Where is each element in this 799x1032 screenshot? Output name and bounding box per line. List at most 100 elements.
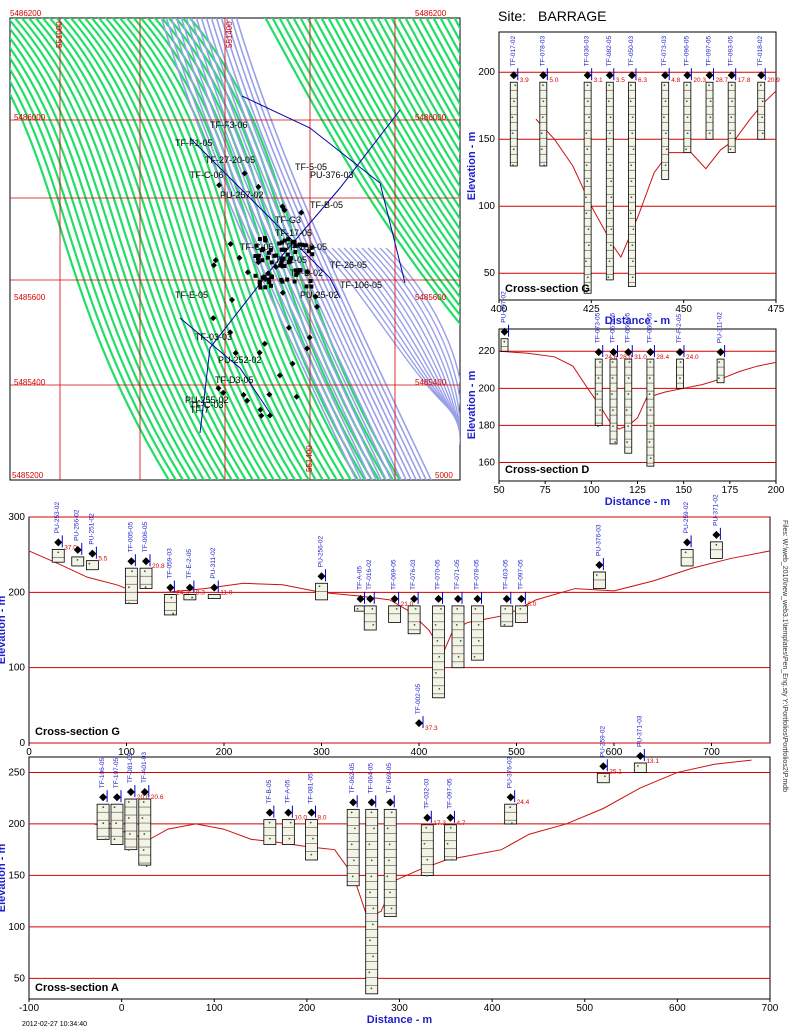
borehole-id-label: TF-018-02 <box>757 35 764 66</box>
borehole-collar <box>539 71 548 80</box>
log-sample <box>609 116 612 119</box>
y-tick-label: 200 <box>8 587 25 598</box>
borehole-value-label: 6.3 <box>638 77 647 84</box>
x-tick-label: 475 <box>768 304 785 315</box>
contour-line-west <box>48 18 262 480</box>
borehole-value-label: 10.0 <box>294 815 307 822</box>
borehole-marker <box>289 360 296 367</box>
log-sample <box>542 100 545 103</box>
x-tick-label: 0 <box>119 1003 125 1014</box>
borehole-collar <box>415 719 423 728</box>
borehole-marker <box>267 280 272 285</box>
bed-contour <box>385 247 460 445</box>
log-sample <box>664 164 667 167</box>
log-sample <box>610 180 613 183</box>
x-tick-label: 450 <box>675 304 692 315</box>
borehole-marker <box>261 247 266 252</box>
y-tick-label: 150 <box>478 134 495 145</box>
log-sample <box>627 377 630 379</box>
contour-line-east <box>313 18 460 262</box>
file-path-note: Files: W:\web_2010\new_web3.1\templates\… <box>781 520 788 792</box>
contour-line-east <box>418 18 460 94</box>
timestamp: 2012-02-27 10:34:40 <box>22 1021 87 1028</box>
contour-line-east <box>425 18 460 82</box>
log-sample <box>473 655 476 658</box>
log-sample <box>761 132 764 135</box>
borehole-value-label: 20.8 <box>152 563 165 570</box>
borehole-log <box>594 358 603 426</box>
y-tick-label: 300 <box>8 512 25 523</box>
contour-line-east <box>439 18 460 56</box>
borehole-collar <box>683 71 692 80</box>
x-tick-label: 100 <box>583 485 600 496</box>
borehole-value-label: 3.1 <box>594 77 603 84</box>
coord-label: 5485600 <box>415 293 447 302</box>
borehole-marker <box>266 412 273 419</box>
bed-contour <box>225 18 423 480</box>
contour-line-west <box>125 18 339 480</box>
borehole-value-label: 28.7 <box>716 77 729 84</box>
x-tick-label: 400 <box>491 304 508 315</box>
borehole-log <box>420 824 434 876</box>
map-point-label: TF-180-05 <box>285 242 327 252</box>
contour-line-east <box>292 18 460 290</box>
log-sample <box>665 148 668 151</box>
borehole-value-label: 8.0 <box>318 815 327 822</box>
log-sample <box>127 849 130 851</box>
log-sample <box>685 100 688 103</box>
log-sample <box>309 821 312 824</box>
contour-line-east <box>376 18 460 166</box>
contour-line-west <box>55 18 269 480</box>
contour-line-east <box>383 18 460 155</box>
log-sample <box>512 164 514 167</box>
borehole-collar <box>210 583 219 592</box>
log-sample <box>540 132 543 135</box>
x-tick-label: 100 <box>206 1003 223 1014</box>
borehole-collar <box>423 813 432 822</box>
map-point-label: TF-1-05 <box>275 255 307 265</box>
borehole-id-label: TF-060-05 <box>646 312 653 343</box>
borehole-value-label: 20.0 <box>137 794 150 801</box>
borehole-id-label: TF-062-05 <box>349 763 356 794</box>
map-point-label: TF-7 <box>190 405 209 415</box>
contour-line-west <box>118 18 332 480</box>
log-sample <box>587 228 590 231</box>
borehole-marker <box>256 253 261 258</box>
x-tick-label: 0 <box>26 747 32 758</box>
contour-line-west <box>132 18 346 480</box>
borehole-id-label: TF-082-05 <box>606 35 613 66</box>
borehole-log <box>346 808 360 887</box>
borehole-collar <box>500 327 509 336</box>
x-tick-label: 200 <box>299 1003 316 1014</box>
borehole-id-label: TF-069-05 <box>386 763 393 794</box>
y-tick-label: 160 <box>478 457 495 468</box>
borehole-collar <box>727 71 736 80</box>
borehole-log <box>628 81 636 288</box>
borehole-log <box>124 567 138 605</box>
log-sample <box>143 570 146 573</box>
borehole-value-label: 24.4 <box>517 799 530 806</box>
log-sample <box>649 425 652 427</box>
contour-line-west <box>20 18 234 480</box>
borehole-collar <box>502 594 511 603</box>
borehole-collar <box>140 788 149 797</box>
borehole-value-label: 21.0 <box>401 601 414 608</box>
borehole-id-label: PU-259-02 <box>599 725 606 757</box>
borehole-log <box>388 605 402 623</box>
borehole-id-label: TF-078-05 <box>474 559 481 590</box>
log-sample <box>511 132 514 135</box>
borehole-id-label: TF-071-05 <box>454 559 461 590</box>
borehole-id-label: PU-256-02 <box>74 509 81 541</box>
coord-label: 5486000 <box>14 113 46 122</box>
bed-contour <box>349 247 460 431</box>
log-sample <box>352 859 355 862</box>
bed-contour <box>215 18 413 480</box>
log-sample <box>426 874 428 877</box>
borehole-collar <box>605 71 614 80</box>
log-sample <box>370 811 373 814</box>
log-sample <box>289 821 292 824</box>
borehole-id-label: PU-311-02 <box>210 547 217 578</box>
borehole-marker <box>277 241 282 246</box>
chart-title: Cross-section G <box>35 726 120 738</box>
contour-line-east <box>320 18 460 252</box>
